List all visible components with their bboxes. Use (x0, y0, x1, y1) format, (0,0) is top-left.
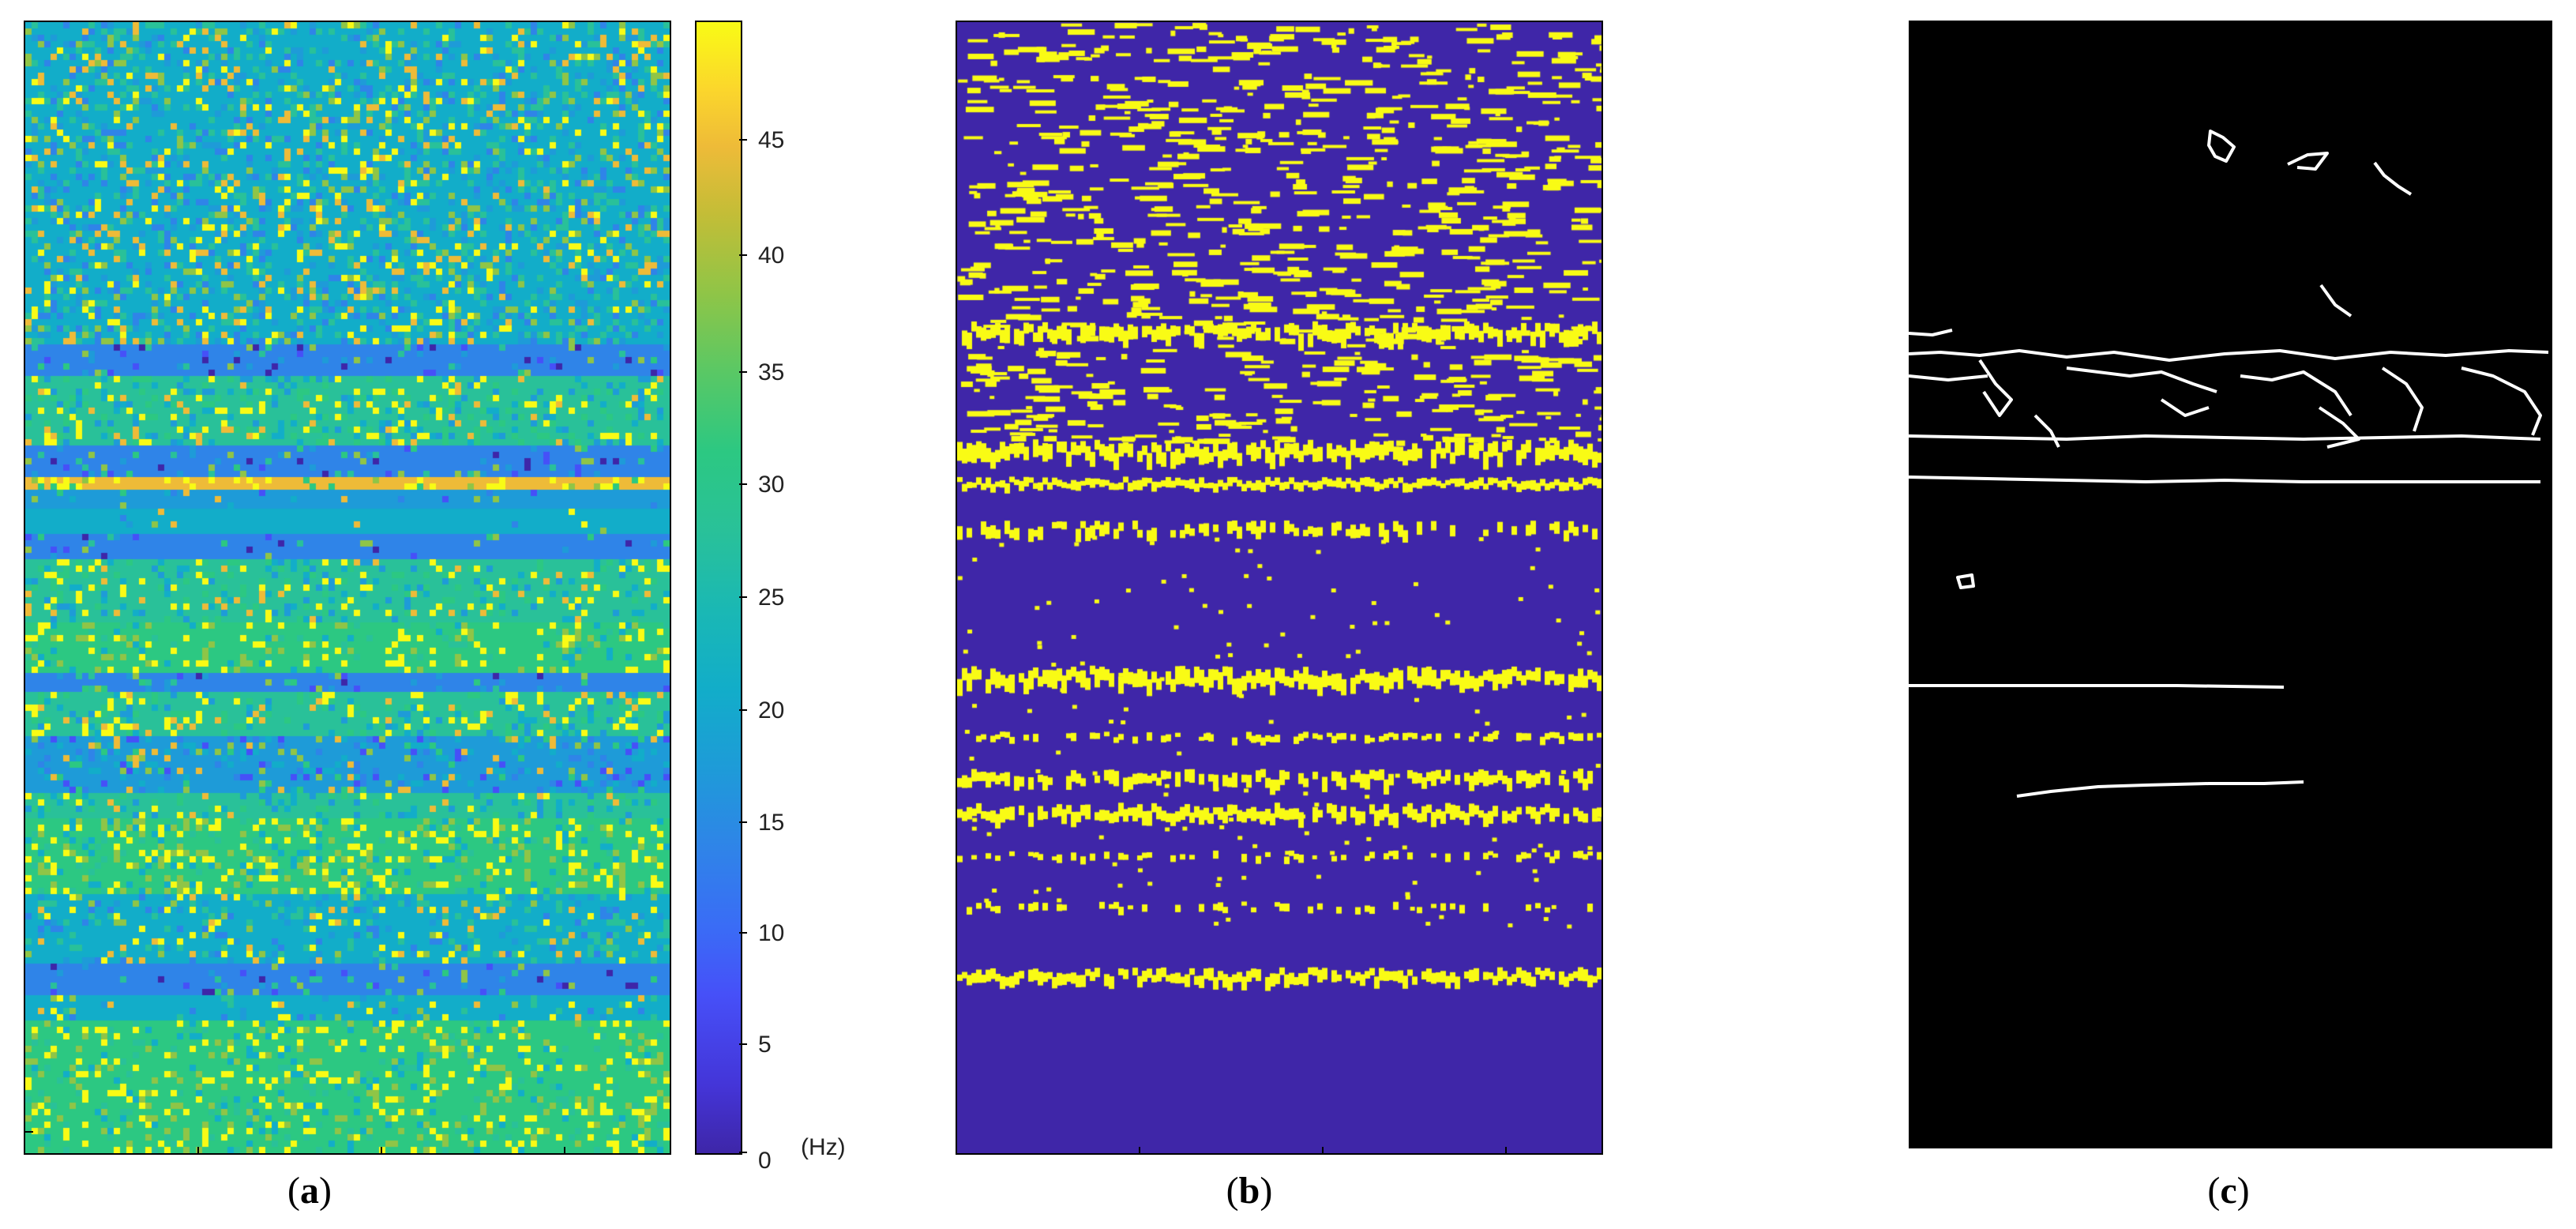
caption-close-paren: ) (1260, 1170, 1273, 1212)
colorbar-tick-label: 25 (758, 584, 785, 611)
edge-contour (1909, 349, 2549, 362)
edge-contour (1978, 359, 2013, 417)
edge-contour (1956, 573, 1975, 589)
caption-close-paren: ) (2236, 1170, 2250, 1212)
colorbar-tick-label: 5 (758, 1032, 772, 1058)
caption-open-paren: ( (2207, 1170, 2221, 1212)
colorbar-tick (739, 821, 747, 823)
edge-contour (2319, 284, 2353, 318)
panel-a-x-tick (197, 1147, 199, 1155)
colorbar-tick-label: 10 (758, 920, 785, 946)
edge-contour (1909, 475, 2540, 483)
binary-map-image (957, 22, 1602, 1153)
colorbar-tick (739, 371, 747, 373)
edge-contour (1909, 374, 1988, 381)
colorbar-tick-label: 40 (758, 242, 785, 269)
caption-letter: a (300, 1170, 319, 1212)
colorbar-tick (739, 709, 747, 711)
edge-contour (2287, 152, 2329, 171)
panel-a-x-tick (564, 1147, 565, 1155)
colorbar-tick-label: 35 (758, 359, 785, 385)
colorbar-tick (739, 932, 747, 934)
colorbar-tick-label: 45 (758, 127, 785, 153)
panel-c-edge-map (1909, 21, 2552, 1148)
colorbar-tick-label: 0 (758, 1148, 772, 1174)
colorbar-tick (739, 1043, 747, 1045)
panel-a-y-tick (25, 1131, 33, 1133)
colorbar-tick-label: 20 (758, 697, 785, 723)
edge-contour (2016, 780, 2304, 798)
edge-contour (1909, 434, 2541, 441)
panel-a-x-tick (381, 1147, 382, 1155)
caption-open-paren: ( (287, 1170, 300, 1212)
frequency-heatmap (25, 22, 670, 1153)
colorbar-tick (739, 483, 747, 485)
edge-lines (1909, 130, 2549, 798)
colorbar-tick (739, 596, 747, 598)
colorbar-unit-label: (Hz) (801, 1134, 846, 1160)
edge-contour (1909, 329, 1953, 336)
caption-close-paren: ) (319, 1170, 332, 1212)
colorbar-tick-label: 15 (758, 810, 785, 836)
colorbar (695, 21, 742, 1155)
caption-b: (b) (1226, 1169, 1273, 1212)
caption-open-paren: ( (1226, 1170, 1239, 1212)
edge-contour (2160, 398, 2210, 417)
colorbar-tick-label: 30 (758, 472, 785, 498)
caption-c: (c) (2207, 1169, 2249, 1212)
colorbar-tick (739, 1152, 747, 1153)
edge-contour (2240, 370, 2353, 417)
edge-contour (2373, 161, 2413, 196)
panel-b-x-tick (1322, 1147, 1324, 1155)
edge-contour (1909, 684, 2285, 689)
panel-b-x-tick (1505, 1147, 1507, 1155)
caption-letter: b (1238, 1170, 1260, 1212)
edge-contour (2461, 366, 2542, 436)
colorbar-tick (739, 139, 747, 141)
panel-b-x-tick (1139, 1147, 1140, 1155)
edge-contour (2066, 366, 2217, 393)
edge-contour (2207, 130, 2236, 163)
edge-contour (2381, 366, 2424, 432)
panel-a-frequency-map (24, 21, 671, 1155)
caption-a: (a) (287, 1169, 332, 1212)
panel-b-binary-map (956, 21, 1603, 1155)
edge-contour (2318, 406, 2360, 449)
colorbar-tick (739, 254, 747, 256)
edge-contour (2033, 414, 2060, 448)
caption-letter: c (2220, 1170, 2237, 1212)
